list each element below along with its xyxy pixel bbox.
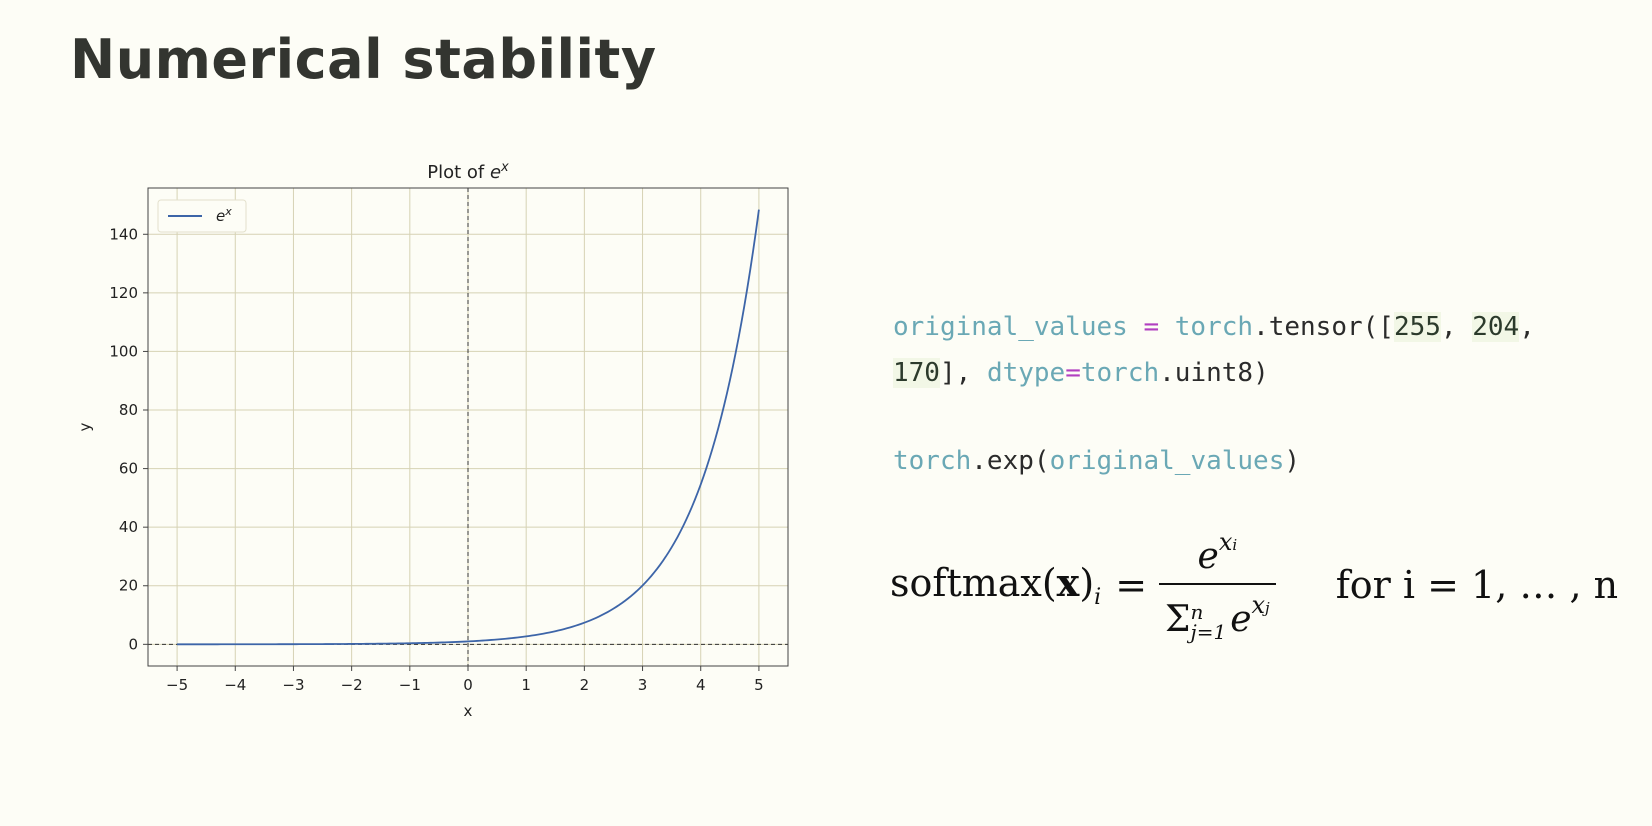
formula-num-exp: xi (1219, 528, 1237, 556)
y-tick-label: 60 (119, 460, 138, 478)
code-line-1: original_values = torch.tensor([255, 204… (893, 304, 1535, 350)
series-line-exp (177, 209, 760, 646)
x-tick-label: −3 (282, 676, 304, 694)
formula-den-exp-j: j (1265, 599, 1270, 617)
x-tick-label: −5 (166, 676, 188, 694)
code-token: ) (1284, 446, 1301, 476)
y-tick-label: 100 (109, 342, 138, 360)
x-tick-label: 5 (754, 676, 764, 694)
formula-range: for i = 1, … , n (1335, 563, 1619, 607)
x-tick-label: 2 (580, 676, 590, 694)
code-token: 204 (1472, 312, 1520, 342)
code-token: .exp( (971, 446, 1050, 476)
y-tick-label: 40 (119, 518, 138, 536)
code-token: original_values (893, 312, 1128, 342)
code-token: dtype (986, 358, 1066, 388)
formula-sigma-limits: n j=1 (1191, 602, 1227, 642)
formula-sigma: Σ (1165, 599, 1191, 640)
x-tick-label: 0 (463, 676, 473, 694)
x-tick-label: −4 (224, 676, 246, 694)
formula-equals: = (1115, 563, 1148, 607)
y-tick-label: 80 (119, 401, 138, 419)
chart-title: Plot of ex (427, 160, 509, 183)
code-block: original_values = torch.tensor([255, 204… (893, 304, 1535, 484)
code-token: 170 (893, 358, 940, 388)
y-tick-label: 20 (119, 577, 138, 595)
x-tick-label: −1 (399, 676, 421, 694)
formula-num-base: e (1197, 536, 1219, 577)
formula-num-exp-i: i (1232, 536, 1238, 554)
code-token: torch (1080, 358, 1160, 388)
formula-lhs: softmax(x)i (890, 560, 1101, 610)
code-token: torch (1174, 312, 1254, 342)
formula-sub-i: i (1094, 585, 1102, 610)
x-tick-label: −2 (341, 676, 363, 694)
formula-rparen: ) (1079, 561, 1095, 605)
formula-numerator: exi (1188, 528, 1248, 583)
y-tick-label: 0 (128, 635, 138, 653)
code-token: .uint8) (1159, 358, 1269, 388)
formula-sigma-upper: n (1190, 600, 1204, 624)
exp-chart: −5 −4 −3 −2 −1 0 1 2 3 4 5 0 20 40 60 80 100 120 140 Plot o… (76, 160, 789, 720)
x-tick-label: 1 (521, 676, 531, 694)
x-axis-label: x (464, 702, 473, 720)
formula-num-exp-x: x (1218, 528, 1233, 556)
code-line-2: 170], dtype=torch.uint8) (893, 350, 1535, 396)
formula-sigma-lower: j=1 (1190, 620, 1227, 644)
code-line-3: torch.exp(original_values) (893, 438, 1535, 484)
code-token: torch (893, 446, 972, 476)
formula-den-base: e (1230, 599, 1252, 640)
y-tick-label: 140 (109, 225, 138, 243)
x-tick-label: 4 (696, 676, 706, 694)
formula-lhs-text: softmax( (890, 561, 1057, 605)
code-token: = (1065, 358, 1081, 388)
legend-label: ex (216, 205, 232, 225)
code-token: 255 (1393, 312, 1441, 342)
y-axis-label: y (76, 422, 94, 431)
code-token: , (1440, 312, 1473, 342)
code-token: ], (939, 358, 987, 388)
code-token: .tensor([ (1253, 312, 1394, 342)
slide-title: Numerical stability (70, 28, 657, 91)
formula-den-exp-x: x (1251, 591, 1266, 619)
formula-vector-x: x (1056, 560, 1080, 605)
formula-den-exp: xj (1252, 591, 1270, 619)
code-token: , (1519, 312, 1535, 342)
code-token: original_values (1049, 446, 1285, 476)
y-tick-label: 120 (109, 284, 138, 302)
code-token: = (1143, 312, 1160, 342)
x-tick-label: 3 (638, 676, 648, 694)
